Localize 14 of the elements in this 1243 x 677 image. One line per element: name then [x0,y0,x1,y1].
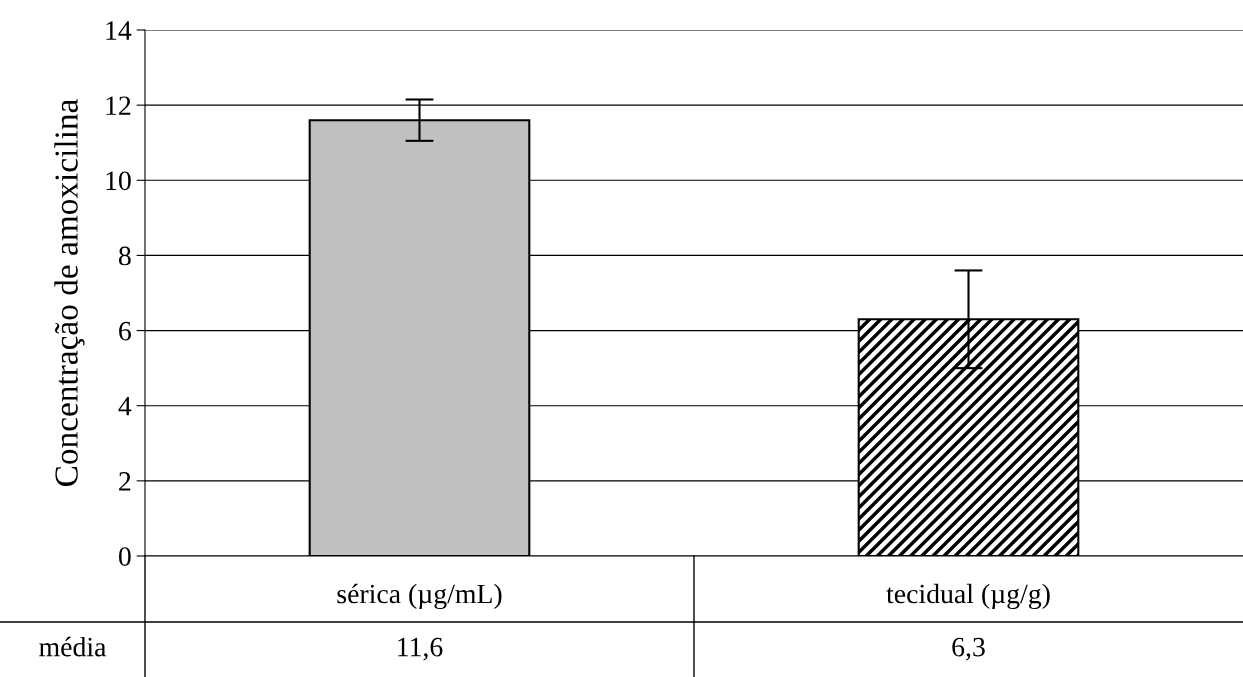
x-tick-label: sérica (µg/mL) [337,583,502,610]
y-tick-label: 6 [119,321,131,341]
data-label: 11,6 [398,637,443,661]
y-axis-title: Concentração de amoxicilina [54,99,85,486]
x-tick-label: tecidual (µg/g) [886,583,1050,610]
y-tick-label: 10 [106,171,131,191]
data-label: 6,3 [952,637,985,661]
y-tick-label: 8 [118,246,131,266]
y-tick-label: 2 [119,472,131,491]
text: média [39,636,107,657]
y-tick-label: 0 [118,547,131,566]
y-tick-label: 14 [106,21,132,40]
y-tick-label: 4 [118,397,132,416]
y-tick-label: 12 [106,96,131,115]
